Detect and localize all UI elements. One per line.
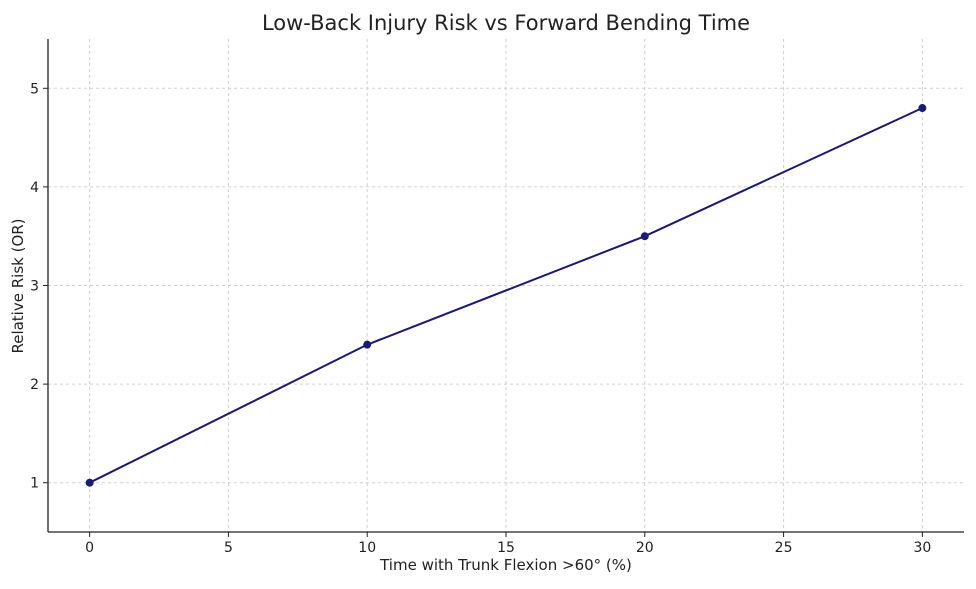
y-axis-label: Relative Risk (OR) [9, 218, 27, 353]
y-tick-label: 2 [30, 377, 39, 393]
series-line [89, 107, 923, 484]
data-point [918, 104, 927, 113]
data-point [363, 340, 372, 349]
x-tick-label: 5 [224, 540, 233, 556]
y-tick-label: 3 [30, 279, 39, 295]
x-tick-label: 15 [497, 540, 515, 556]
x-axis-label: Time with Trunk Flexion >60° (%) [379, 556, 632, 574]
x-tick-label: 20 [636, 540, 654, 556]
grid [48, 39, 964, 532]
data-point [640, 232, 649, 241]
x-tick-label: 25 [775, 540, 793, 556]
series-layer [85, 104, 927, 487]
x-tick-label: 0 [85, 540, 94, 556]
y-tick-label: 1 [30, 476, 39, 492]
y-tick-label: 5 [30, 81, 39, 97]
y-tick-label: 4 [30, 180, 39, 196]
x-tick-label: 30 [913, 540, 931, 556]
chart-title: Low-Back Injury Risk vs Forward Bending … [262, 11, 750, 35]
data-point [85, 478, 94, 487]
x-tick-label: 10 [358, 540, 376, 556]
axis-ticks: 0 5 10 15 20 25 30 1 2 3 4 5 [30, 81, 931, 556]
